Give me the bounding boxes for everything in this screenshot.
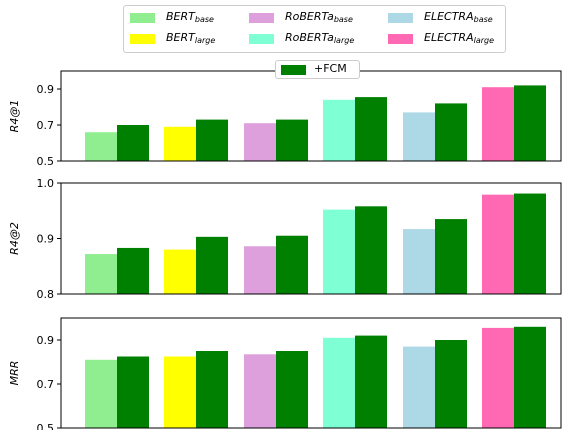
- bar-p3-electra-large-fcm: [514, 326, 546, 428]
- bar-p3-roberta-large: [323, 337, 355, 428]
- bar-p3-bert-large-fcm: [196, 351, 228, 428]
- panel-1-ytick-label-0: 0.5: [37, 155, 55, 168]
- panel-1-ytick-label-1: 0.7: [37, 119, 55, 132]
- legend-swatch-roberta-base: [249, 13, 274, 23]
- bar-p3-bert-base: [85, 359, 117, 428]
- bar-p2-roberta-large: [323, 209, 355, 294]
- panel-1-ylabel: R4@1: [8, 100, 21, 133]
- panel-3-ytick-label-1: 0.7: [37, 378, 55, 391]
- model-legend: BERTbase RoBERTabase ELECTRAbase BERTlar…: [123, 5, 506, 53]
- panel-2-ytick-label-2: 1.0: [37, 177, 55, 190]
- bar-p1-roberta-large-fcm: [355, 97, 387, 161]
- bar-p3-bert-large: [164, 356, 196, 428]
- bar-p2-bert-large: [164, 249, 196, 294]
- bar-p1-roberta-base-fcm: [276, 119, 308, 161]
- bar-p2-bert-large-fcm: [196, 236, 228, 294]
- bar-p2-bert-base-fcm: [117, 247, 149, 294]
- bar-p3-roberta-base-fcm: [276, 351, 308, 428]
- legend-swatch-electra-base: [388, 13, 413, 23]
- bar-p3-electra-large: [482, 327, 514, 428]
- panel-1-ytick-label-2: 0.9: [37, 83, 55, 96]
- legend-label-bert-base: BERTbase: [166, 10, 214, 24]
- legend-label-fcm: +FCM: [314, 62, 347, 75]
- legend-label-roberta-base: RoBERTabase: [285, 10, 353, 24]
- legend-swatch-electra-large: [388, 34, 413, 44]
- bar-p1-roberta-base: [244, 123, 276, 161]
- bar-p2-electra-large-fcm: [514, 193, 546, 294]
- bar-p2-electra-base: [403, 229, 435, 294]
- bar-p1-bert-large-fcm: [196, 119, 228, 161]
- legend-label-roberta-large: RoBERTalarge: [285, 31, 355, 45]
- bar-p3-roberta-base: [244, 354, 276, 428]
- legend-label-electra-large: ELECTRAlarge: [424, 31, 495, 45]
- bar-p1-bert-base-fcm: [117, 125, 149, 161]
- panel-3-ylabel: MRR: [8, 361, 21, 386]
- bar-p1-electra-large-fcm: [514, 85, 546, 161]
- bar-p1-roberta-large: [323, 99, 355, 161]
- bar-p2-roberta-base: [244, 246, 276, 294]
- legend-swatch-fcm: [281, 65, 306, 75]
- panel-2-ytick-label-1: 0.9: [37, 233, 55, 246]
- bar-p2-bert-base: [85, 254, 117, 294]
- bar-p1-bert-large: [164, 126, 196, 161]
- bar-p2-electra-base-fcm: [435, 219, 467, 294]
- legend-swatch-bert-large: [130, 34, 155, 44]
- legend-label-bert-large: BERTlarge: [166, 31, 216, 45]
- legend-swatch-roberta-large: [249, 34, 274, 44]
- bar-p3-electra-base: [403, 346, 435, 428]
- panel-2-ytick-label-0: 0.8: [37, 288, 55, 301]
- bar-p2-roberta-large-fcm: [355, 206, 387, 294]
- bar-p2-roberta-base-fcm: [276, 235, 308, 294]
- legend-label-electra-base: ELECTRAbase: [424, 10, 493, 24]
- bar-p3-roberta-large-fcm: [355, 335, 387, 428]
- bar-p2-electra-large: [482, 194, 514, 294]
- panel-3-ytick-label-2: 0.9: [37, 334, 55, 347]
- legend-swatch-bert-base: [130, 13, 155, 23]
- bar-p1-electra-large: [482, 87, 514, 161]
- bar-p1-bert-base: [85, 132, 117, 161]
- bar-p1-electra-base: [403, 112, 435, 161]
- panel-3-frame: [60, 317, 562, 429]
- bar-p3-electra-base-fcm: [435, 340, 467, 428]
- fcm-legend: +FCM: [275, 60, 360, 79]
- panel-3-ytick-label-0: 0.5: [37, 422, 55, 430]
- bar-p3-bert-base-fcm: [117, 356, 149, 428]
- panel-2-ylabel: R4@2: [8, 222, 21, 255]
- bar-p1-electra-base-fcm: [435, 103, 467, 161]
